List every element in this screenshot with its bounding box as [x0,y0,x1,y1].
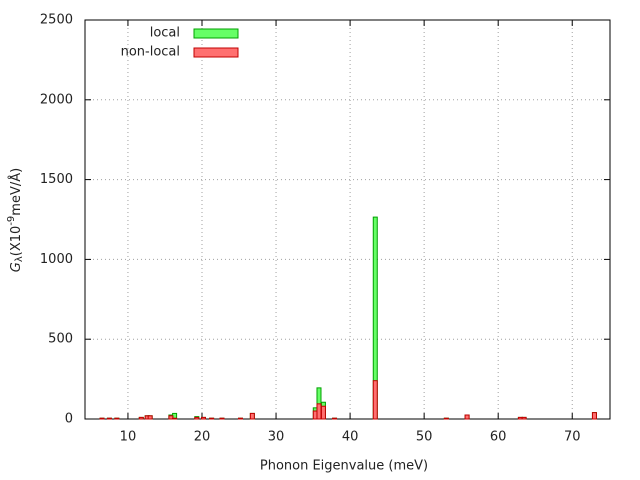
bar [99,417,105,420]
bar [138,416,144,420]
x-tick-label: 40 [342,430,359,445]
bar [521,416,527,420]
x-tick-label: 50 [416,430,433,445]
y-label-part: -9 [6,216,17,226]
bar [591,412,597,420]
x-axis-label: Phonon Eigenvalue (meV) [260,459,428,474]
y-tick-label: 2000 [40,92,73,107]
bar [238,417,244,420]
y-label-part: (X10 [9,226,24,257]
bar [114,417,120,420]
bar [219,417,225,420]
x-tick-label: 70 [564,430,581,445]
legend-label: non-local [121,45,180,60]
bar [249,412,255,420]
bar [168,415,174,420]
bar [316,403,322,420]
y-tick-label: 0 [65,412,73,427]
y-axis-label: Gλ(X10-9meV/Å) [6,168,25,272]
y-tick-label: 1000 [40,252,73,267]
y-tick-label: 2500 [40,13,73,28]
x-tick-label: 30 [268,430,285,445]
bar [443,417,449,420]
bar [372,380,378,420]
bar [194,416,200,420]
bar [209,417,215,420]
bar [320,405,326,420]
bar [106,417,112,420]
y-label-part: λ [14,256,25,262]
y-label-part: G [9,262,24,272]
bar [464,414,470,420]
y-label-part: meV/Å) [8,168,24,216]
legend-swatch [193,47,239,58]
bar [147,415,153,420]
x-tick-label: 20 [194,430,211,445]
bar [172,417,178,420]
x-tick-label: 60 [490,430,507,445]
bar [200,416,206,420]
y-tick-label: 500 [48,332,73,347]
x-tick-label: 10 [120,430,137,445]
y-tick-label: 1500 [40,172,73,187]
bar [332,417,338,420]
legend-label: local [150,26,180,41]
legend-swatch [193,28,239,39]
plot-frame [84,19,611,420]
